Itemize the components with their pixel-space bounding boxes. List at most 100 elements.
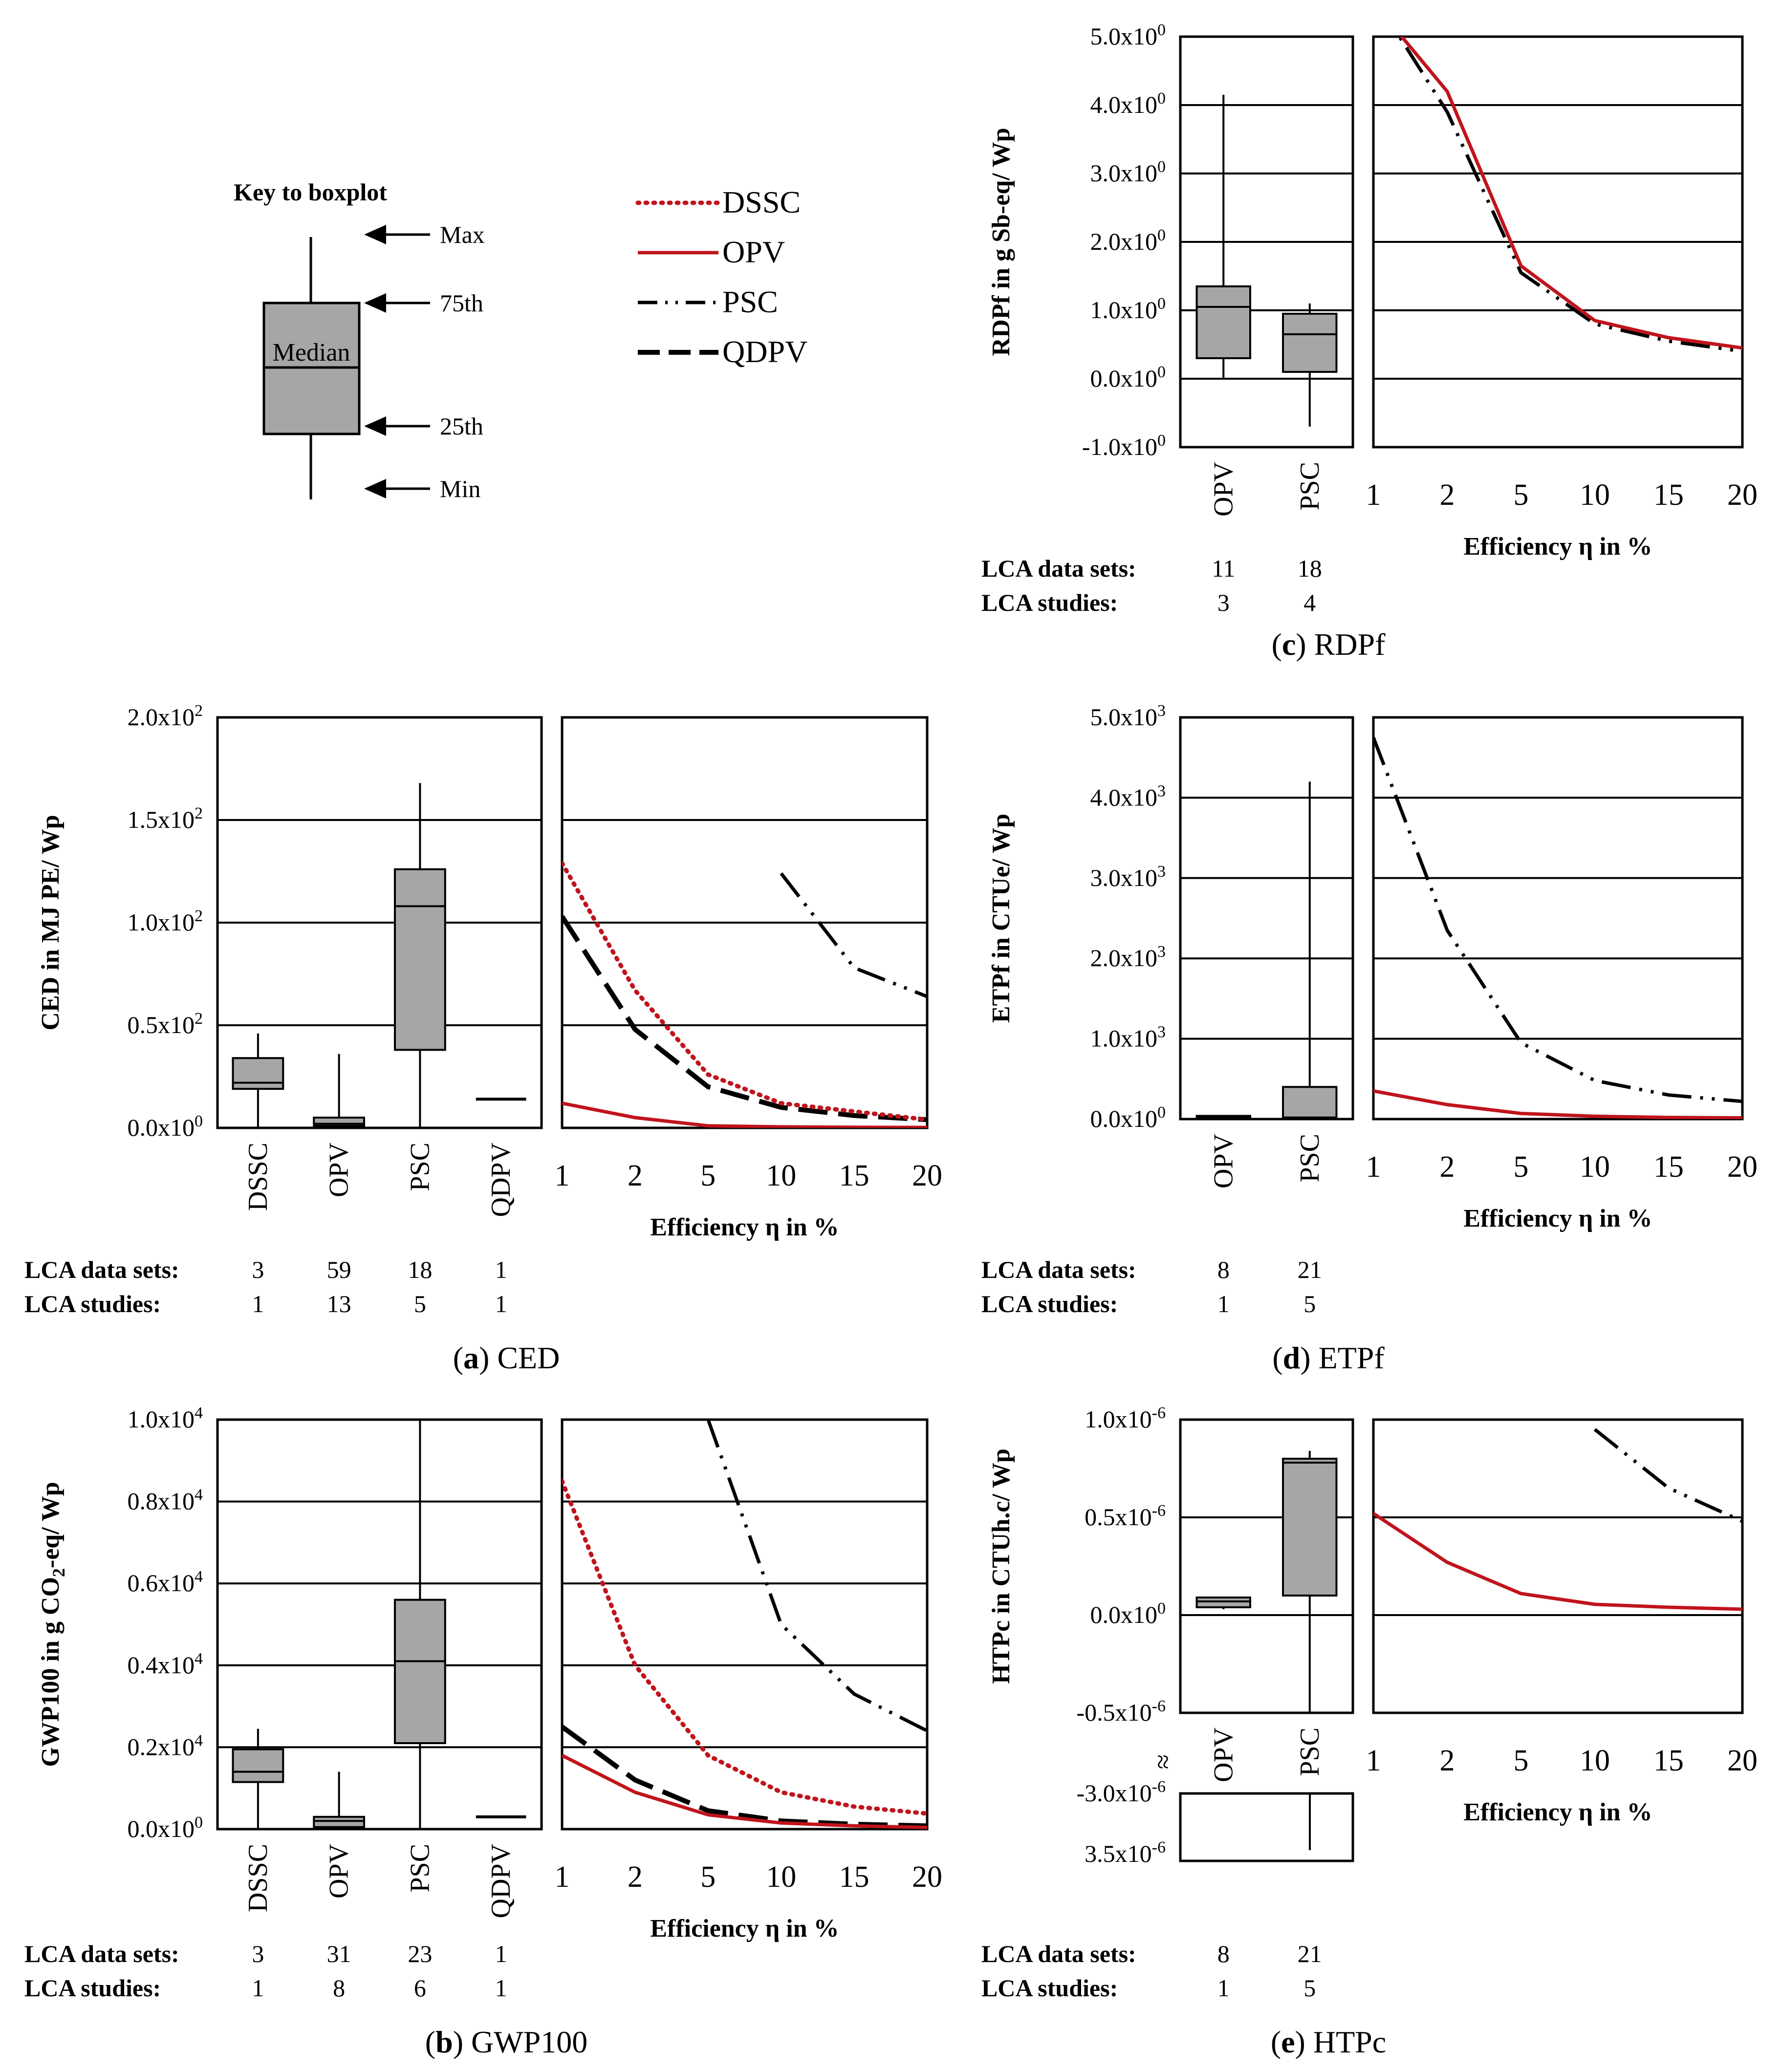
datasets-count-opv: 8 (1217, 1256, 1230, 1283)
x-axis-title: Efficiency η in % (650, 1915, 839, 1942)
studies-count-opv: 1 (1217, 1290, 1230, 1317)
tick-exponent: 3 (1157, 1023, 1166, 1041)
x-tick-label: 10 (1580, 478, 1610, 512)
panel-caption: (a) CED (453, 1340, 560, 1375)
caption-paren: ( (1271, 2025, 1281, 2059)
category-label-psc: PSC (405, 1143, 435, 1191)
tick-exponent: -6 (1152, 1778, 1166, 1796)
tick-exponent: 2 (195, 907, 203, 925)
tick-mantissa: 0.5x10 (128, 1011, 195, 1038)
key-arrowhead-min (364, 479, 386, 498)
x-tick-label: 15 (1653, 1744, 1684, 1777)
series-line-psc (780, 872, 927, 998)
box-psc (393, 1598, 446, 1745)
box-psc (393, 868, 446, 1051)
tick-exponent: 0 (195, 1112, 203, 1130)
x-tick-label: 10 (766, 1159, 796, 1192)
category-label-psc: PSC (405, 1844, 435, 1893)
x-axis-title: Efficiency η in % (1463, 533, 1652, 561)
y-tick-label: 0.0x100 (128, 1112, 203, 1141)
series-line-qdpv (562, 1725, 927, 1829)
y-tick-label: 0.0x100 (1090, 1599, 1166, 1628)
box-dssc (232, 1057, 284, 1090)
category-label-psc: PSC (1295, 1134, 1325, 1183)
series-line-psc (1373, 736, 1742, 1103)
y-axis-title: GWP100 in g CO2-eq/ Wp (37, 1482, 68, 1767)
tick-mantissa: 0.0x10 (1090, 365, 1158, 392)
studies-count-psc: 5 (414, 1290, 426, 1317)
caption-letter: b (435, 2025, 453, 2059)
x-axis-title: Efficiency η in % (1463, 1205, 1652, 1232)
panel-b: 0.0x1000.2x1040.4x1040.6x1040.8x1041.0x1… (24, 1404, 942, 2059)
datasets-count-qdpv: 1 (495, 1256, 507, 1283)
series-line-dssc (562, 1479, 927, 1816)
y-tick-label: -1.0x100 (1082, 432, 1166, 460)
tick-exponent: 0 (1157, 89, 1166, 108)
box-frame (216, 1418, 543, 1831)
tick-exponent: 4 (195, 1404, 203, 1422)
tick-mantissa: 2.0x10 (1090, 228, 1158, 255)
x-tick-label: 5 (700, 1159, 716, 1192)
x-tick-label: 2 (628, 1159, 643, 1192)
x-tick-label: 1 (1366, 478, 1381, 512)
tick-mantissa: 0.0x10 (128, 1114, 195, 1141)
y-tick-label: 1.0x100 (1090, 295, 1166, 324)
caption-paren: ( (425, 2025, 435, 2059)
panel-caption: (c) RDPf (1272, 627, 1386, 662)
studies-count-psc: 4 (1303, 589, 1316, 616)
tick-mantissa: 0.6x10 (128, 1569, 195, 1597)
tick-mantissa: 3.5x10 (1085, 1840, 1152, 1867)
x-tick-label: 20 (1727, 478, 1758, 512)
series-line-opv (562, 1754, 927, 1829)
key-label-min: Min (440, 475, 480, 502)
datasets-label: LCA data sets: (981, 555, 1136, 582)
y-tick-label: 0.4x104 (128, 1650, 203, 1679)
y-tick-label: 3.0x103 (1090, 863, 1166, 891)
datasets-count-dssc: 3 (252, 1256, 264, 1283)
datasets-count-opv: 59 (327, 1256, 351, 1283)
series-line-opv (1399, 37, 1742, 350)
line-frame (1372, 716, 1744, 1121)
caption-letter: d (1283, 1340, 1301, 1375)
x-tick-label: 2 (628, 1860, 643, 1894)
studies-label: LCA studies: (981, 1290, 1118, 1317)
series-line-psc (706, 1420, 927, 1733)
caption-letter: c (1282, 627, 1296, 662)
datasets-count-opv: 31 (327, 1940, 351, 1967)
y-tick-label: 0.0x100 (1090, 1103, 1166, 1132)
tick-mantissa: -3.0x10 (1077, 1779, 1152, 1807)
y-axis-title: RDPf in g Sb-eq/ Wp (987, 128, 1015, 356)
x-tick-label: 10 (766, 1860, 796, 1894)
category-label-psc: PSC (1295, 462, 1325, 511)
panel-caption: (d) ETPf (1272, 1340, 1385, 1375)
studies-label: LCA studies: (24, 1974, 161, 2002)
series-line-opv (562, 1101, 927, 1128)
y-tick-label: 5.0x100 (1090, 21, 1166, 50)
x-tick-label: 20 (912, 1860, 942, 1894)
y-tick-label: 1.0x102 (128, 907, 203, 936)
tick-exponent: 0 (195, 1813, 203, 1832)
x-tick-label: 5 (700, 1860, 716, 1894)
x-tick-label: 2 (1440, 1744, 1455, 1777)
tick-mantissa: 1.5x10 (128, 806, 195, 833)
tick-mantissa: 4.0x10 (1090, 783, 1158, 811)
box-psc (1282, 1086, 1338, 1120)
tick-mantissa: 4.0x10 (1090, 91, 1158, 118)
series-line-psc (1593, 1428, 1742, 1523)
x-tick-label: 10 (1580, 1744, 1610, 1777)
x-tick-label: 15 (839, 1860, 869, 1894)
y-tick-label: 1.0x10-6 (1085, 1404, 1166, 1433)
caption-paren: ( (453, 1340, 463, 1375)
caption-paren: ( (1272, 1340, 1282, 1375)
x-axis-title: Efficiency η in % (1463, 1798, 1652, 1826)
y-tick-label: 0.0x100 (1090, 363, 1166, 392)
tick-exponent: 4 (195, 1568, 203, 1586)
tick-exponent: 4 (195, 1486, 203, 1504)
datasets-count-dssc: 3 (252, 1940, 264, 1967)
tick-mantissa: 0.0x10 (128, 1815, 195, 1842)
caption-text: ) ETPf (1300, 1340, 1385, 1375)
key-median-label: Median (273, 339, 350, 367)
category-label-opv: OPV (324, 1844, 354, 1899)
